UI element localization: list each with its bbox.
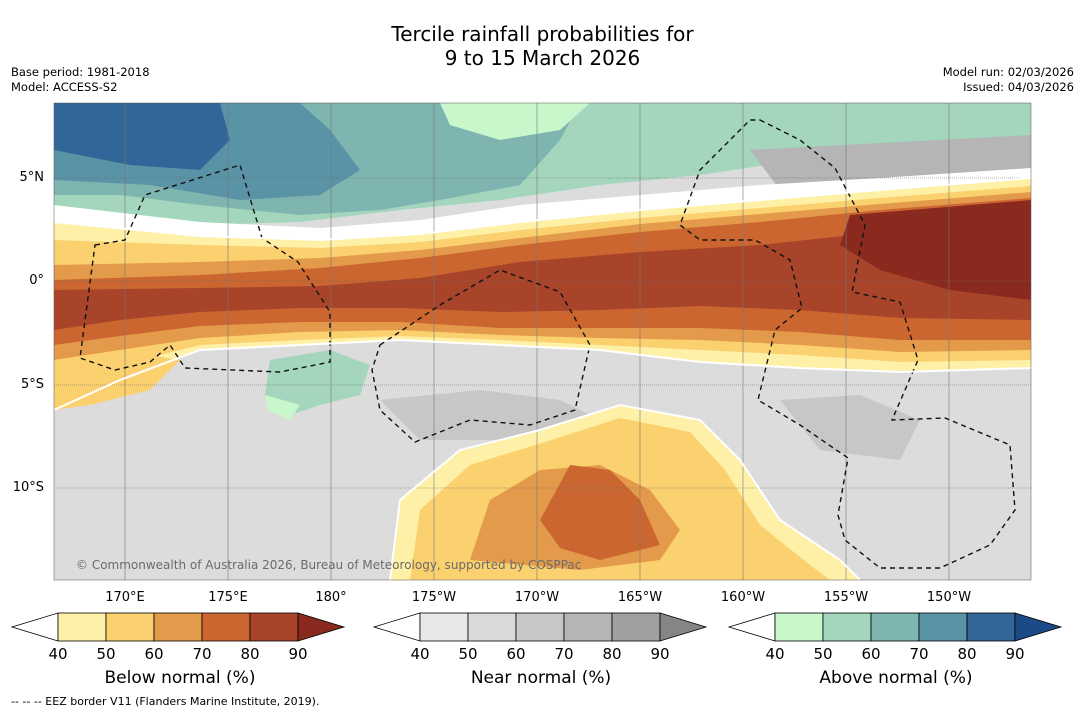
base-period: Base period: 1981-2018 bbox=[11, 65, 150, 79]
above-normal-light-south bbox=[265, 395, 300, 420]
colorbar-extend-high bbox=[1014, 612, 1063, 642]
lon-label-180: 180° bbox=[315, 590, 347, 605]
colorbar-segment bbox=[774, 612, 824, 642]
meta-left: Base period: 1981-2018 Model: ACCESS-S2 bbox=[11, 65, 150, 95]
colorbar-segment bbox=[105, 612, 155, 642]
colorbar-tick-label: 90 bbox=[288, 645, 308, 663]
colorbar-above-normal bbox=[727, 612, 1063, 642]
meridians bbox=[124, 103, 950, 580]
lon-label-175e: 175°E bbox=[208, 590, 248, 605]
lon-label-175w: 175°W bbox=[411, 590, 457, 605]
colorbar-segment bbox=[57, 612, 107, 642]
colorbar-tick-label: 80 bbox=[602, 645, 622, 663]
colorbar-tick-label: 80 bbox=[240, 645, 260, 663]
map-title: Tercile rainfall probabilities for 9 to … bbox=[0, 22, 1085, 70]
lat-label-0: 0° bbox=[29, 273, 44, 288]
meta-right: Model run: 02/03/2026 Issued: 04/03/2026 bbox=[943, 65, 1074, 95]
lon-label-155w: 155°W bbox=[823, 590, 869, 605]
above-normal-green-south bbox=[265, 350, 370, 415]
model-run: Model run: 02/03/2026 bbox=[942, 65, 1074, 79]
colorbar-near-normal bbox=[372, 612, 708, 642]
colorbar-segment bbox=[870, 612, 920, 642]
colorbar-segment bbox=[563, 612, 613, 642]
lon-label-170e: 170°E bbox=[105, 590, 145, 605]
colorbar-tick-label: 80 bbox=[957, 645, 977, 663]
below-normal-80 bbox=[54, 220, 1031, 330]
colorbar-tick-label: 40 bbox=[765, 645, 785, 663]
above-normal-region-80 bbox=[54, 103, 230, 170]
colorbar-tick-label: 60 bbox=[506, 645, 526, 663]
colorbar-title-below: Below normal (%) bbox=[104, 668, 256, 688]
colorbar-tick-label: 60 bbox=[144, 645, 164, 663]
colorbar-tick-label: 90 bbox=[650, 645, 670, 663]
contour-highlights bbox=[54, 177, 1031, 580]
above-normal-light bbox=[440, 103, 590, 140]
near-normal-south-east bbox=[780, 395, 920, 460]
lon-label-165w: 165°W bbox=[617, 590, 663, 605]
colorbar-tick-label: 60 bbox=[861, 645, 881, 663]
lon-label-170w: 170°W bbox=[514, 590, 560, 605]
colorbar-segment bbox=[201, 612, 251, 642]
map-frame bbox=[53, 102, 1032, 581]
colorbar-extend-low bbox=[10, 612, 59, 642]
below-normal-90 bbox=[840, 200, 1031, 300]
colorbar-segment bbox=[419, 612, 469, 642]
colorbar-tick-label: 70 bbox=[909, 645, 929, 663]
colorbar-segment bbox=[467, 612, 517, 642]
eez-borders bbox=[79, 119, 1016, 569]
colorbar-tick-label: 50 bbox=[96, 645, 116, 663]
colorbar-segment bbox=[918, 612, 968, 642]
colorbar-title-near: Near normal (%) bbox=[470, 668, 612, 688]
lat-label-10s: 10°S bbox=[12, 480, 44, 495]
colorbar-segment bbox=[822, 612, 872, 642]
colorbar-segment bbox=[515, 612, 565, 642]
colorbar-tick-label: 70 bbox=[192, 645, 212, 663]
colorbar-tick-label: 40 bbox=[48, 645, 68, 663]
model-name: Model: ACCESS-S2 bbox=[11, 80, 118, 94]
neutral-white-band bbox=[54, 168, 1031, 240]
graticule bbox=[54, 177, 1031, 489]
colorbar-extend-high bbox=[297, 612, 346, 642]
colorbar-extend-high bbox=[659, 612, 708, 642]
colorbar-segment bbox=[249, 612, 299, 642]
lat-label-5n: 5°N bbox=[19, 170, 45, 185]
colorbar-tick-label: 50 bbox=[813, 645, 833, 663]
colorbar-tick-label: 40 bbox=[410, 645, 430, 663]
lon-label-160w: 160°W bbox=[720, 590, 766, 605]
colorbar-title-above: Above normal (%) bbox=[819, 668, 973, 688]
issued-date: Issued: 04/03/2026 bbox=[963, 80, 1074, 94]
eez-legend-footer: -- -- -- EEZ border V11 (Flanders Marine… bbox=[11, 695, 320, 708]
colorbar-tick-label: 90 bbox=[1005, 645, 1025, 663]
title-line-2: 9 to 15 March 2026 bbox=[444, 46, 641, 70]
lon-label-150w: 150°W bbox=[926, 590, 972, 605]
copyright-notice: © Commonwealth of Australia 2026, Bureau… bbox=[76, 558, 582, 572]
below-normal-south-70 bbox=[540, 465, 660, 560]
colorbar-below-normal bbox=[10, 612, 346, 642]
colorbar-tick-label: 70 bbox=[554, 645, 574, 663]
colorbar-tick-label: 50 bbox=[458, 645, 478, 663]
title-line-1: Tercile rainfall probabilities for bbox=[391, 22, 694, 46]
colorbar-segment bbox=[153, 612, 203, 642]
colorbar-segment bbox=[611, 612, 661, 642]
colorbar-extend-low bbox=[372, 612, 421, 642]
lat-label-5s: 5°S bbox=[20, 377, 44, 392]
colorbar-extend-low bbox=[727, 612, 776, 642]
colorbar-segment bbox=[966, 612, 1016, 642]
map-field bbox=[54, 103, 1031, 580]
